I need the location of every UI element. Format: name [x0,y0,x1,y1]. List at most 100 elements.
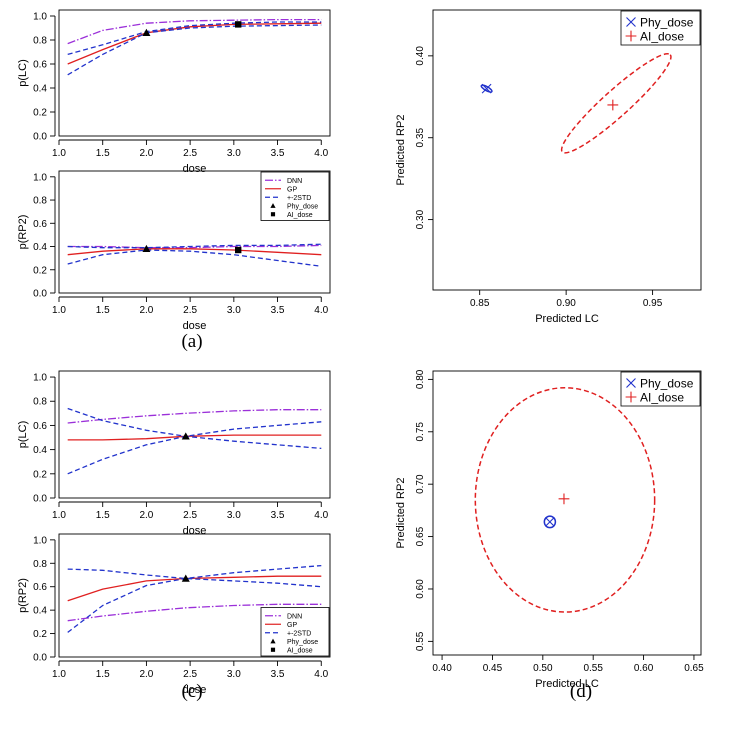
x-tick-label: 1.0 [52,148,66,159]
x-tick-label: 1.5 [96,305,110,316]
legend-box [620,371,701,407]
x-tick-label: 0.85 [470,298,490,309]
x-tick-label: 3.5 [271,305,285,316]
panel-label-d: (d) [570,681,592,702]
y-tick-label: 0.4 [33,242,47,253]
legend-label-gp: GP [287,186,297,193]
series-line-upper [67,568,322,588]
legend-label-phy-dose: Phy_dose [287,639,318,646]
y-tick-label: 0.35 [415,128,426,148]
x-tick-label: 3.0 [227,669,241,680]
legend-label-dnn: DNN [287,613,302,620]
plot-frame [58,370,331,499]
y-axis-title: p(LC) [17,421,29,449]
x-tick-label: 2.0 [139,510,153,521]
legend-label-ai-dose: AI_dose [287,647,313,654]
legend-swatch-ai-dose [270,647,276,652]
y-tick-label: 0.4 [33,606,47,617]
plot-frame [58,533,331,658]
x-tick-label: 4.0 [314,305,328,316]
point-phy-dose [181,432,190,440]
y-tick-label: 0.75 [415,422,426,442]
y-tick-label: 0.0 [33,494,47,505]
y-axis-title: p(LC) [17,59,29,87]
plot-frame [58,9,331,137]
legend-label-gp: GP [287,622,297,629]
y-tick-label: 0.0 [33,289,47,300]
x-axis-title: Predicted LC [535,678,599,690]
series-line-dnn [67,18,322,45]
y-tick-label: 0.0 [33,653,47,664]
plot-frame [432,370,702,656]
y-tick-label: 0.8 [33,559,47,570]
series-line-upper [67,407,322,450]
y-tick-label: 0.6 [33,421,47,432]
x-tick-label: 1.0 [52,669,66,680]
y-axis-title: Predicted RP2 [395,478,407,549]
legend-label-phy-dose: Phy_dose [640,16,694,30]
y-tick-label: 0.2 [33,469,47,480]
point-ai-dose [558,493,570,505]
x-tick-label: 2.0 [139,148,153,159]
plot-frame [432,9,702,291]
y-tick-label: 1.0 [33,172,47,183]
y-tick-label: 0.8 [33,397,47,408]
x-tick-label: 4.0 [314,148,328,159]
legend-box [620,10,701,46]
x-tick-label: 1.5 [96,148,110,159]
confidence-ellipse [560,53,672,154]
confidence-ellipse [474,387,656,613]
y-tick-label: 0.8 [33,36,47,47]
series-line-gp [67,248,322,256]
x-tick-label: 0.65 [684,663,704,674]
x-tick-label: 1.0 [52,305,66,316]
legend-label-phy-dose: Phy_dose [640,377,694,391]
x-axis-title: dose [183,684,207,696]
point-phy-dose [481,83,492,94]
chart-d: 0.40 0.45 0.50 0.55 0.60 0.65 0.55 0.60 0.65 0.70… [395,369,704,690]
y-tick-label: 0.8 [33,196,47,207]
y-tick-label: 0.4 [33,445,47,456]
x-tick-label: 3.5 [271,669,285,680]
confidence-ellipse [543,515,557,529]
x-tick-label: 0.55 [583,663,603,674]
y-axis-title: p(RP2) [17,215,29,250]
legend-label-dnn: DNN [287,178,302,185]
series-line-upper [67,243,322,249]
plot-frame [58,170,331,294]
x-tick-label: 0.50 [533,663,553,674]
y-tick-label: 0.55 [415,631,426,651]
y-tick-label: 0.40 [415,46,426,66]
chart-b: 0.85 0.90 0.95 0.30 0.35 0.40 Predicted LC Pred… [395,9,702,325]
chart-c_bottom: 1.0 1.5 2.0 2.5 3.0 3.5 4.0 0.0 0.2 0.4 0.6 0.8 1.0 d… [17,533,331,696]
point-phy-dose [142,244,151,253]
x-tick-label: 4.0 [314,510,328,521]
x-axis-title: dose [183,163,207,175]
panel-label-c: (c) [181,681,202,702]
chart-c_top: 1.0 1.5 2.0 2.5 3.0 3.5 4.0 0.0 0.2 0.4 0.6 0.8 1.0 d… [17,370,331,537]
x-tick-label: 0.90 [556,298,576,309]
point-ai-dose [235,246,242,254]
x-tick-label: 0.45 [483,663,503,674]
y-tick-label: 0.2 [33,108,47,119]
x-tick-label: 1.0 [52,510,66,521]
x-tick-label: 3.0 [227,510,241,521]
legend-swatch-phy-dose [270,203,276,208]
y-tick-label: 0.60 [415,579,426,599]
x-tick-label: 1.5 [96,669,110,680]
point-phy-dose [544,517,555,527]
legend-marker-ai-dose [625,391,637,403]
series-line-gp [67,22,322,65]
x-tick-label: 3.0 [227,148,241,159]
series-line-dnn [67,603,322,622]
series-line-gp [67,575,322,602]
x-axis-title: dose [183,320,207,332]
x-tick-label: 3.5 [271,148,285,159]
y-tick-label: 0.6 [33,219,47,230]
series-line-upper [67,21,322,56]
point-ai-dose [607,99,619,111]
y-tick-label: 1.0 [33,373,47,384]
